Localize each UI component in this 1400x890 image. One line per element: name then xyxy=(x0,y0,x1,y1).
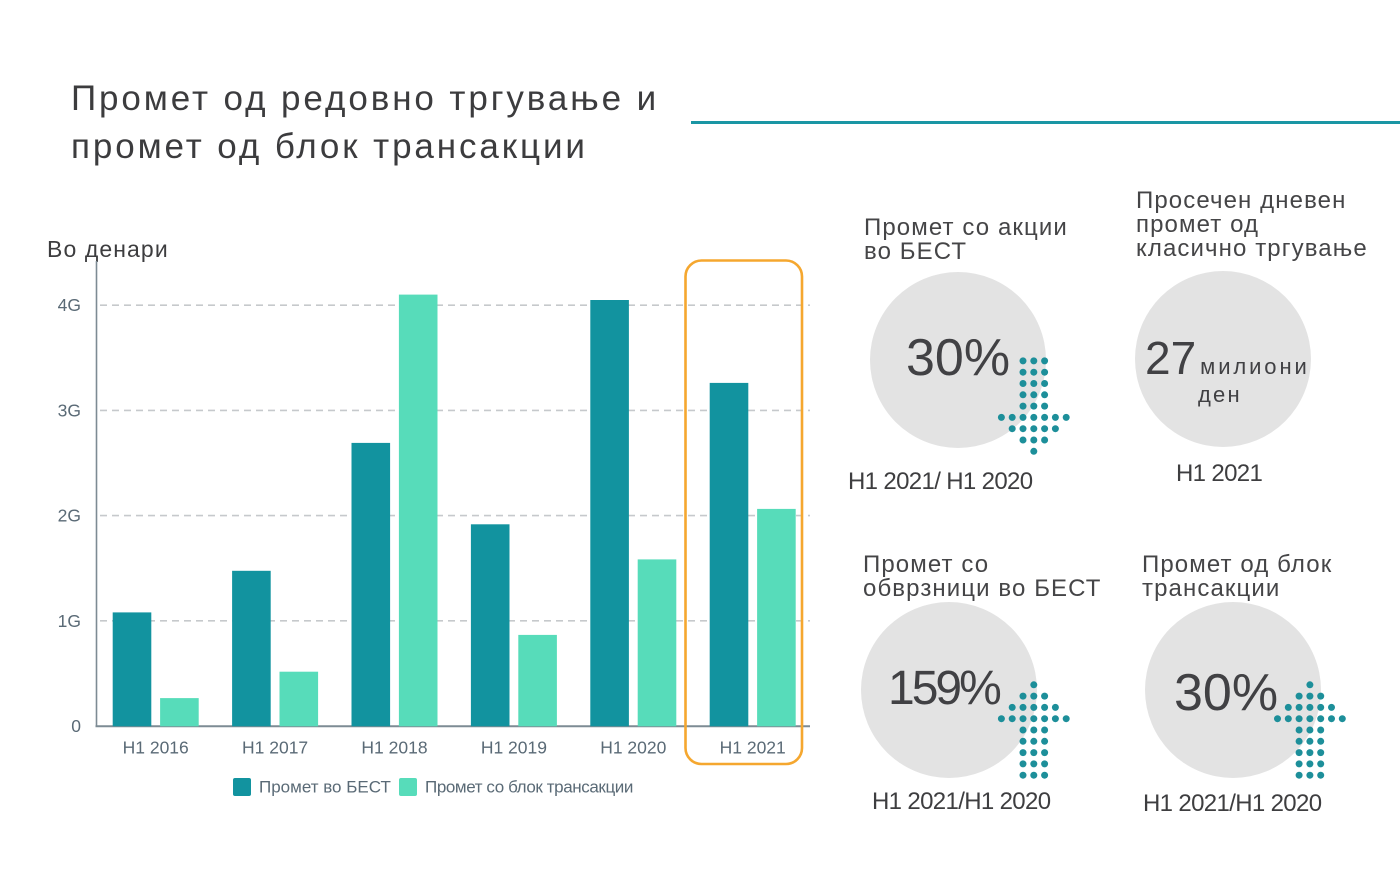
svg-text:0: 0 xyxy=(71,716,81,736)
svg-text:2G: 2G xyxy=(58,506,81,526)
svg-text:H1 2016: H1 2016 xyxy=(123,738,189,758)
svg-text:H1 2017: H1 2017 xyxy=(242,738,308,758)
svg-text:Промет со блок трансакции: Промет со блок трансакции xyxy=(425,778,633,797)
svg-text:H1 2019: H1 2019 xyxy=(481,738,547,758)
svg-text:H1 2020: H1 2020 xyxy=(600,738,666,758)
svg-text:1G: 1G xyxy=(58,611,81,631)
svg-text:H1 2018: H1 2018 xyxy=(361,738,427,758)
svg-text:Промет во БЕСТ: Промет во БЕСТ xyxy=(259,778,391,797)
svg-text:4G: 4G xyxy=(58,295,81,315)
svg-text:3G: 3G xyxy=(58,400,81,420)
svg-text:H1 2021: H1 2021 xyxy=(720,738,786,758)
